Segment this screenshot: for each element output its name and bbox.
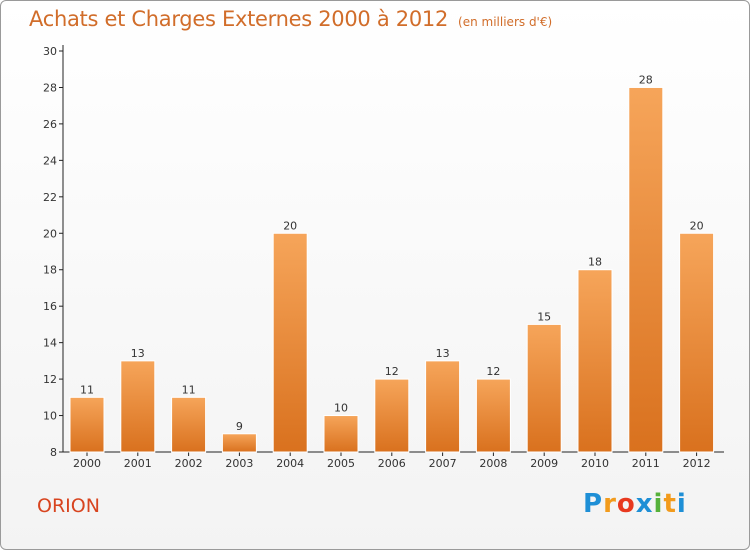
y-tick-label: 28 — [43, 81, 57, 94]
logo-letter: P — [583, 489, 604, 519]
bar-value-label: 13 — [436, 347, 450, 360]
proxiti-logo: Proxiti — [583, 489, 687, 519]
bar — [679, 232, 715, 453]
logo-letter: i — [676, 489, 687, 519]
bar-value-label: 12 — [385, 365, 399, 378]
bar — [475, 378, 511, 453]
y-tick-label: 14 — [43, 337, 57, 350]
bar — [628, 86, 664, 453]
chart-title: Achats et Charges Externes 2000 à 2012 (e… — [29, 7, 552, 31]
bar — [120, 360, 156, 453]
bar-value-label: 20 — [283, 219, 297, 232]
title-unit: (en milliers d'€) — [458, 15, 553, 29]
x-tick-label: 2002 — [175, 457, 203, 470]
bar-value-label: 15 — [537, 310, 551, 323]
title-text: Achats et Charges Externes 2000 à 2012 — [29, 7, 449, 31]
x-tick-label: 2011 — [632, 457, 660, 470]
bar-value-label: 10 — [334, 402, 348, 415]
x-tick-label: 2001 — [124, 457, 152, 470]
x-tick-label: 2008 — [479, 457, 507, 470]
bar — [69, 396, 105, 453]
bars — [69, 86, 715, 453]
bar — [526, 323, 562, 453]
y-tick-label: 18 — [43, 264, 57, 277]
bar-value-label: 11 — [80, 383, 94, 396]
bar — [221, 433, 257, 453]
y-tick-label: 8 — [50, 446, 57, 459]
x-tick-label: 2009 — [530, 457, 558, 470]
x-tick-label: 2007 — [429, 457, 457, 470]
bar — [425, 360, 461, 453]
x-tick-label: 2000 — [73, 457, 101, 470]
bar — [171, 396, 207, 453]
logo-letter: r — [603, 489, 617, 519]
commune-name: ORION — [37, 495, 100, 517]
y-tick-label: 24 — [43, 154, 57, 167]
bar — [577, 269, 613, 453]
bar-value-label: 13 — [131, 347, 145, 360]
logo-letter: o — [616, 489, 636, 519]
y-tick-label: 20 — [43, 227, 57, 240]
y-tick-label: 26 — [43, 118, 57, 131]
y-tick-label: 30 — [43, 45, 57, 58]
bar-value-label: 12 — [486, 365, 500, 378]
logo-letter: i — [653, 489, 664, 519]
bar — [374, 378, 410, 453]
bar-value-label: 11 — [182, 383, 196, 396]
bar-value-label: 20 — [690, 219, 704, 232]
x-tick-label: 2003 — [225, 457, 253, 470]
logo-letter: x — [635, 489, 654, 519]
bar — [323, 415, 359, 453]
x-tick-label: 2005 — [327, 457, 355, 470]
x-tick-label: 2004 — [276, 457, 304, 470]
value-labels: 11 13 11 9 20 10 12 13 12 15 18 28 20 — [80, 73, 704, 432]
logo-letter: t — [663, 489, 677, 519]
bar-value-label: 28 — [639, 73, 653, 86]
bar-value-label: 18 — [588, 256, 602, 269]
bar — [272, 232, 308, 453]
y-tick-label: 12 — [43, 373, 57, 386]
x-tick-label: 2012 — [683, 457, 711, 470]
y-tick-label: 22 — [43, 191, 57, 204]
y-tick-label: 16 — [43, 300, 57, 313]
x-tick-label: 2006 — [378, 457, 406, 470]
bar-value-label: 9 — [236, 420, 243, 433]
y-tick-label: 10 — [43, 410, 57, 423]
x-tick-label: 2010 — [581, 457, 609, 470]
axes: 8 10 12 14 16 18 20 22 24 26 28 30 2000 2001 2002 2003 2… — [43, 45, 724, 470]
